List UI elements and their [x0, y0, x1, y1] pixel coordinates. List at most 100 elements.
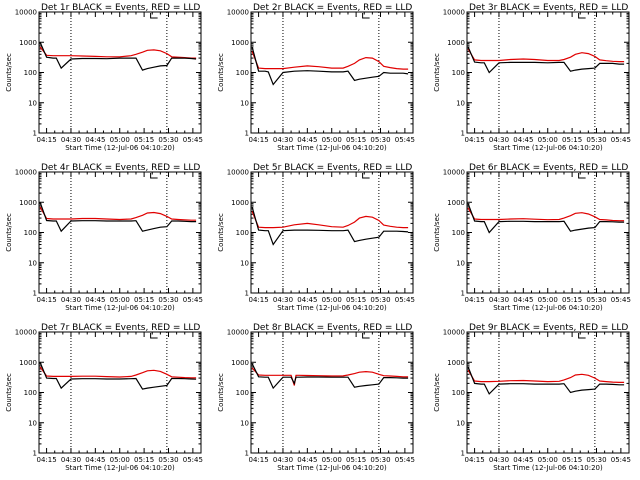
x-axis-label: Start Time (12-Jul-06 04:10:20) — [65, 464, 175, 472]
y-tick-label: 1000 — [19, 359, 37, 367]
y-tick-label: 10000 — [443, 169, 465, 177]
x-tick-label: 04:30 — [61, 456, 81, 464]
y-tick-label: 100 — [452, 69, 465, 77]
panel-det-3: Det 3r BLACK = Events, RED = LLD 1 10 100 10… — [433, 3, 631, 152]
y-tick-label: 1000 — [447, 199, 465, 207]
x-tick-label: 04:30 — [61, 136, 81, 144]
legend-mark — [362, 333, 370, 339]
y-axis-label: Counts/sec — [217, 213, 225, 252]
x-tick-label: 05:15 — [562, 456, 582, 464]
y-tick-label: 1 — [245, 290, 249, 298]
x-tick-label: 05:30 — [158, 296, 178, 304]
x-tick-label: 04:45 — [513, 296, 533, 304]
x-tick-label: 05:45 — [611, 456, 631, 464]
y-axis-label: Counts/sec — [433, 373, 441, 412]
y-tick-label: 100 — [236, 229, 249, 237]
x-tick-label: 04:15 — [464, 456, 484, 464]
x-tick-label: 05:00 — [322, 136, 342, 144]
panel-det-5: Det 5r BLACK = Events, RED = LLD 1 10 100 10… — [217, 163, 415, 312]
legend-mark — [150, 173, 158, 179]
legend-mark — [362, 13, 370, 19]
y-tick-label: 1 — [33, 450, 37, 458]
x-tick-label: 05:45 — [183, 136, 203, 144]
panel-det-8: Det 8r BLACK = Events, RED = LLD 1 10 100 10… — [217, 323, 415, 472]
x-tick-label: 05:00 — [538, 136, 558, 144]
legend-mark — [578, 333, 586, 339]
x-tick-label: 04:15 — [36, 296, 56, 304]
lld-series-line — [251, 367, 409, 386]
x-axis-label: Start Time (12-Jul-06 04:10:20) — [493, 304, 603, 312]
plot-frame — [466, 11, 630, 134]
x-tick-label: 04:45 — [85, 456, 105, 464]
y-tick-label: 10 — [240, 419, 249, 427]
panel-det-1: Det 1r BLACK = Events, RED = LLD 1 10 100 10… — [5, 3, 203, 152]
plot-frame — [250, 171, 414, 294]
y-axis-label: Counts/sec — [5, 373, 13, 412]
x-tick-label: 04:45 — [297, 136, 317, 144]
y-axis-label: Counts/sec — [217, 53, 225, 92]
y-tick-label: 1 — [461, 130, 465, 138]
lld-series-line — [39, 366, 197, 379]
x-tick-label: 05:15 — [562, 136, 582, 144]
events-series-line — [39, 202, 197, 233]
legend-mark — [362, 173, 370, 179]
x-tick-label: 04:45 — [85, 136, 105, 144]
x-axis-label: Start Time (12-Jul-06 04:10:20) — [65, 304, 175, 312]
x-axis-label: Start Time (12-Jul-06 04:10:20) — [65, 144, 175, 152]
lld-series-line — [39, 46, 197, 59]
x-tick-label: 04:30 — [273, 456, 293, 464]
y-tick-label: 1 — [33, 290, 37, 298]
lld-series-line — [467, 207, 625, 222]
y-tick-label: 1000 — [19, 199, 37, 207]
plot-frame — [250, 331, 414, 454]
y-tick-label: 1000 — [447, 359, 465, 367]
plot-frame — [38, 331, 202, 454]
y-tick-label: 100 — [236, 389, 249, 397]
x-tick-label: 05:45 — [395, 456, 415, 464]
y-tick-label: 100 — [452, 389, 465, 397]
x-tick-label: 05:30 — [586, 456, 606, 464]
y-tick-label: 10 — [240, 259, 249, 267]
lld-series-line — [251, 211, 409, 229]
y-tick-label: 100 — [24, 229, 37, 237]
x-tick-label: 04:30 — [273, 136, 293, 144]
events-series-line — [467, 203, 625, 234]
x-tick-label: 04:45 — [513, 456, 533, 464]
x-tick-label: 05:30 — [158, 136, 178, 144]
y-tick-label: 10 — [28, 419, 37, 427]
x-tick-label: 04:30 — [489, 136, 509, 144]
y-tick-label: 1 — [461, 450, 465, 458]
x-tick-label: 05:15 — [134, 136, 154, 144]
x-tick-label: 04:15 — [464, 136, 484, 144]
x-tick-label: 05:15 — [346, 136, 366, 144]
y-tick-label: 10 — [456, 419, 465, 427]
lld-series-line — [467, 48, 625, 63]
y-tick-label: 10000 — [443, 9, 465, 17]
y-tick-label: 10000 — [227, 169, 249, 177]
x-tick-label: 05:15 — [346, 296, 366, 304]
y-tick-label: 10 — [28, 99, 37, 107]
x-axis-label: Start Time (12-Jul-06 04:10:20) — [277, 144, 387, 152]
x-tick-label: 05:45 — [395, 296, 415, 304]
y-tick-label: 1 — [245, 130, 249, 138]
y-axis-label: Counts/sec — [217, 373, 225, 412]
events-series-line — [251, 206, 409, 246]
y-tick-label: 1000 — [231, 359, 249, 367]
panel-title: Det 5r BLACK = Events, RED = LLD — [253, 163, 412, 173]
x-tick-label: 04:15 — [248, 136, 268, 144]
x-tick-label: 04:45 — [297, 456, 317, 464]
legend-mark — [150, 13, 158, 19]
x-axis-label: Start Time (12-Jul-06 04:10:20) — [277, 464, 387, 472]
y-tick-label: 1 — [245, 450, 249, 458]
y-tick-label: 100 — [24, 69, 37, 77]
x-tick-label: 05:00 — [110, 296, 130, 304]
x-tick-label: 05:00 — [322, 296, 342, 304]
panel-title: Det 6r BLACK = Events, RED = LLD — [469, 163, 628, 173]
y-tick-label: 10000 — [15, 329, 37, 337]
x-tick-label: 05:30 — [370, 136, 390, 144]
events-series-line — [39, 362, 197, 390]
x-tick-label: 05:15 — [562, 296, 582, 304]
panel-title: Det 4r BLACK = Events, RED = LLD — [41, 163, 200, 173]
lld-series-line — [467, 369, 625, 383]
